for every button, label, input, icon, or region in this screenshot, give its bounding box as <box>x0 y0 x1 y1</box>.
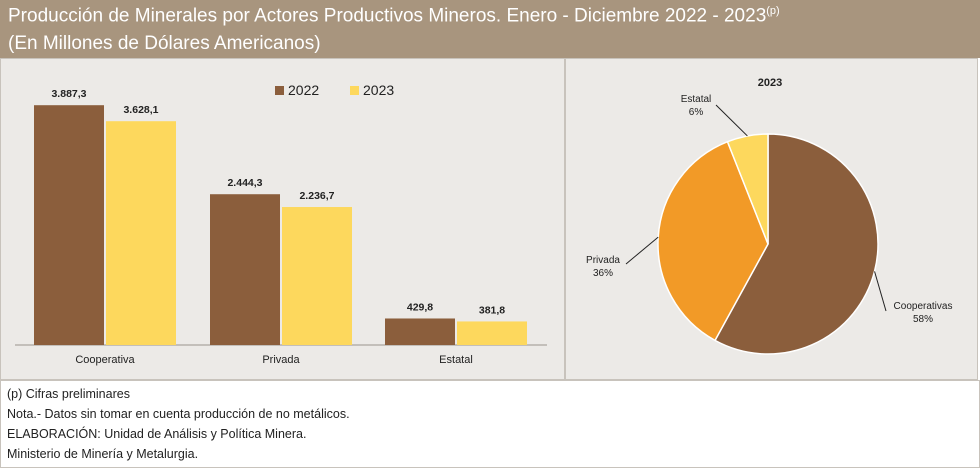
category-label-cooperativa: Cooperativa <box>75 354 135 366</box>
page-title: Producción de Minerales por Actores Prod… <box>8 5 780 27</box>
pie-chart-panel: 2023 Cooperativas 58% Privada 36% Estatal 6% <box>565 58 978 380</box>
bar-privada-2023 <box>282 207 352 345</box>
footnote-note: Nota.- Datos sin tomar en cuenta producc… <box>7 407 350 421</box>
pie-label-name-estatal: Estatal <box>681 94 712 105</box>
footnote-elaboration: ELABORACIÓN: Unidad de Análisis y Políti… <box>7 427 307 441</box>
category-label-estatal: Estatal <box>439 354 473 366</box>
page-subtitle: (En Millones de Dólares Americanos) <box>8 33 321 54</box>
header-banner: Producción de Minerales por Actores Prod… <box>0 0 980 58</box>
data-label: 2.236,7 <box>299 190 334 202</box>
pie-label-name-cooperativas: Cooperativas <box>894 301 953 312</box>
footnote-preliminary: (p) Cifras preliminares <box>7 387 130 401</box>
data-label: 429,8 <box>407 301 433 313</box>
pie-title: 2023 <box>758 77 782 89</box>
pie-slice-privada <box>657 140 769 342</box>
leader-line-cooperativas <box>874 271 887 312</box>
category-label-privada: Privada <box>262 354 300 366</box>
pie-label-percent-estatal: 6% <box>689 107 704 118</box>
pie-slice-cooperativas <box>713 133 879 355</box>
title-superscript: (p) <box>766 5 780 17</box>
footnotes: (p) Cifras preliminares Nota.- Datos sin… <box>0 380 980 468</box>
bar-estatal-2022 <box>385 318 455 345</box>
leader-line-privada <box>625 236 659 265</box>
pie-label-percent-cooperativas: 58% <box>913 314 933 325</box>
legend-label-2023: 2023 <box>363 82 394 98</box>
legend-label-2022: 2022 <box>288 82 319 98</box>
data-label: 3.628,1 <box>123 104 158 116</box>
bar-chart: 3.887,3 3.628,1 Cooperativa 2.444,3 2.236,7 P… <box>15 82 547 366</box>
data-label: 381,8 <box>479 304 505 316</box>
pie-label-name-privada: Privada <box>586 255 620 266</box>
leader-line-estatal <box>715 104 748 137</box>
data-label: 3.887,3 <box>51 88 86 100</box>
footnote-ministry: Ministerio de Minería y Metalurgia. <box>7 447 199 461</box>
legend-swatch-2022 <box>275 86 284 95</box>
pie-label-percent-privada: 36% <box>593 268 613 279</box>
legend-swatch-2023 <box>350 86 359 95</box>
pie-chart: 2023 Cooperativas 58% Privada 36% Estatal 6% <box>586 77 953 355</box>
bar-estatal-2023 <box>457 321 527 345</box>
data-label: 2.444,3 <box>227 177 262 189</box>
pie-slice-estatal <box>726 133 769 245</box>
bar-chart-panel: 3.887,3 3.628,1 Cooperativa 2.444,3 2.236,7 P… <box>0 58 565 380</box>
bar-cooperativa-2023 <box>106 121 176 346</box>
bar-privada-2022 <box>210 194 280 345</box>
bar-cooperativa-2022 <box>34 105 104 345</box>
